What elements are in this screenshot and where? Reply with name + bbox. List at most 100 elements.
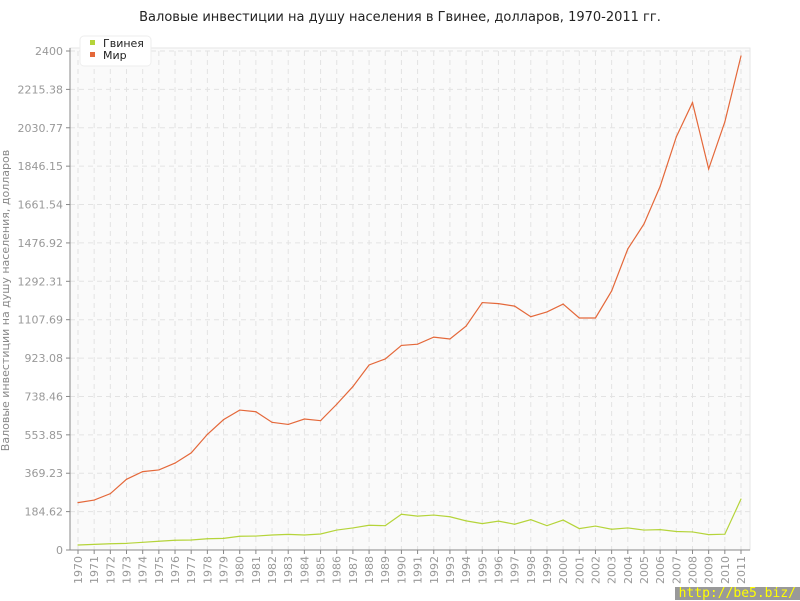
y-axis-label: Валовые инвестиции на душу населения, до… (0, 150, 12, 451)
data-point (675, 530, 677, 533)
y-tick-label: 369.23 (25, 467, 64, 480)
data-point (271, 421, 273, 423)
legend-swatch (90, 52, 95, 57)
data-point (562, 303, 564, 305)
x-tick-label: 1980 (234, 556, 247, 584)
data-point (708, 168, 710, 170)
y-tick-label: 553.85 (25, 429, 64, 442)
data-point (400, 513, 403, 515)
data-point (174, 539, 176, 541)
data-point (611, 528, 613, 530)
data-point (125, 478, 128, 480)
data-point (368, 524, 370, 526)
data-point (708, 534, 710, 536)
x-tick-label: 2008 (686, 556, 699, 584)
legend-swatch (90, 40, 95, 45)
data-point (659, 185, 661, 187)
data-point (190, 539, 192, 541)
data-point (125, 542, 128, 544)
data-point (319, 420, 322, 422)
x-tick-label: 1985 (315, 556, 328, 584)
data-point (594, 317, 597, 319)
data-point (611, 290, 613, 292)
data-point (77, 501, 79, 504)
data-point (724, 121, 726, 123)
x-tick-label: 2009 (703, 556, 716, 584)
y-tick-label: 1476.92 (18, 237, 64, 250)
x-tick-label: 1989 (379, 556, 392, 584)
data-point (416, 515, 419, 517)
data-point (255, 411, 257, 413)
x-tick-label: 1992 (428, 556, 441, 584)
data-point (481, 301, 483, 304)
data-point (352, 527, 354, 529)
data-point (142, 541, 144, 543)
y-tick-label: 1107.69 (18, 314, 64, 327)
data-point (368, 364, 370, 366)
data-point (158, 540, 160, 542)
data-point (546, 525, 548, 527)
data-point (514, 305, 516, 307)
data-point (287, 423, 289, 426)
y-tick-label: 0 (56, 544, 63, 557)
data-point (352, 385, 354, 388)
data-point (158, 469, 160, 471)
x-tick-label: 1970 (72, 556, 85, 584)
data-point (691, 101, 694, 104)
x-tick-label: 2001 (573, 556, 586, 584)
x-tick-label: 1977 (185, 556, 198, 584)
data-point (206, 433, 208, 435)
data-point (93, 543, 95, 545)
x-tick-label: 1979 (218, 556, 231, 584)
y-tick-label: 2030.77 (18, 122, 64, 135)
data-point (546, 311, 548, 313)
data-point (578, 317, 580, 319)
x-tick-label: 1996 (492, 556, 505, 584)
data-point (384, 358, 386, 360)
data-point (643, 529, 645, 531)
x-tick-label: 1971 (88, 556, 101, 584)
y-tick-label: 2215.38 (18, 83, 64, 96)
x-tick-label: 1981 (250, 556, 263, 584)
series-line-1 (77, 498, 742, 546)
data-point (239, 409, 241, 411)
x-tick-label: 1999 (541, 556, 554, 584)
x-tick-label: 1972 (104, 556, 117, 584)
x-tick-label: 1994 (460, 556, 473, 584)
data-point (400, 344, 403, 347)
data-point (465, 325, 467, 327)
x-tick-label: 1976 (169, 556, 182, 584)
data-point (222, 419, 225, 421)
data-point (287, 533, 289, 536)
data-point (594, 525, 597, 527)
data-point (514, 523, 516, 525)
x-tick-label: 2010 (719, 556, 732, 584)
x-tick-label: 2004 (622, 556, 635, 584)
data-point (740, 498, 742, 500)
data-point (691, 531, 694, 533)
data-point (627, 248, 629, 250)
data-point (109, 543, 111, 545)
data-point (109, 493, 111, 495)
data-point (643, 223, 645, 225)
data-point (562, 519, 564, 521)
data-point (433, 336, 435, 338)
x-tick-label: 2000 (557, 556, 570, 584)
x-tick-label: 1978 (201, 556, 214, 584)
data-point (740, 55, 742, 57)
data-point (530, 519, 532, 521)
x-tick-label: 2005 (638, 556, 651, 584)
x-tick-label: 1988 (363, 556, 376, 584)
data-point (416, 343, 419, 345)
data-point (142, 471, 144, 473)
data-point (174, 462, 176, 464)
x-tick-label: 2007 (670, 556, 683, 584)
data-point (190, 452, 192, 454)
y-tick-label: 1661.54 (18, 199, 64, 212)
data-point (481, 522, 483, 525)
x-tick-label: 1987 (347, 556, 360, 584)
x-tick-label: 1982 (266, 556, 279, 584)
x-tick-label: 1974 (137, 556, 150, 584)
data-point (222, 537, 225, 539)
